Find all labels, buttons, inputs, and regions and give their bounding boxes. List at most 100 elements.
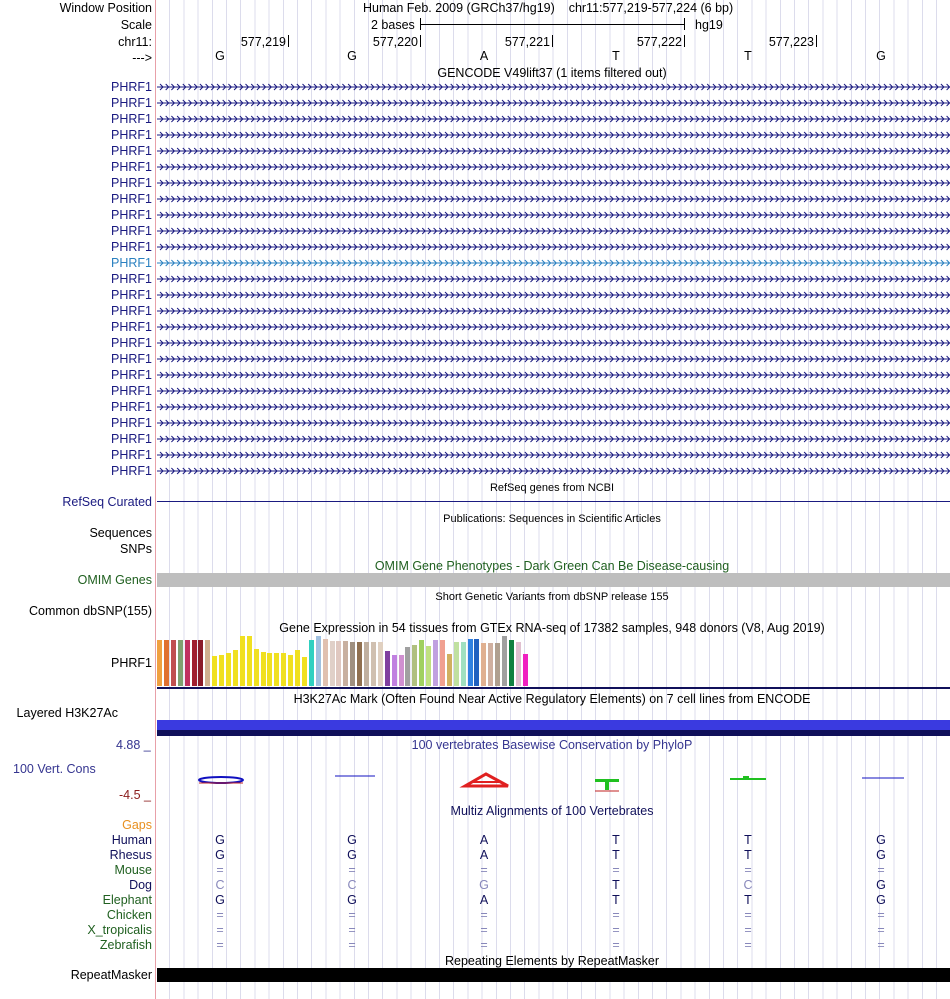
publications-label-sequences[interactable]: Sequences <box>89 526 152 540</box>
gtex-tissue-bar[interactable] <box>508 640 514 686</box>
gtex-tissue-bar[interactable] <box>336 641 342 686</box>
gene-model[interactable] <box>157 434 950 444</box>
gtex-tissue-bar[interactable] <box>419 640 425 686</box>
gtex-tissue-bar[interactable] <box>239 636 245 686</box>
species-label[interactable]: X_tropicalis <box>87 923 152 937</box>
gtex-tissue-bar[interactable] <box>350 642 356 686</box>
gtex-tissue-bar[interactable] <box>426 646 432 686</box>
gene-label[interactable]: PHRF1 <box>111 400 152 414</box>
gtex-tissue-bar[interactable] <box>481 643 487 686</box>
gtex-tissue-bar[interactable] <box>322 639 328 686</box>
gene-label[interactable]: PHRF1 <box>111 112 152 126</box>
repeatmasker-bar[interactable] <box>157 968 950 982</box>
gene-label[interactable]: PHRF1 <box>111 160 152 174</box>
gtex-tissue-bar[interactable] <box>495 643 501 686</box>
gene-label[interactable]: PHRF1 <box>111 448 152 462</box>
gaps-label[interactable]: Gaps <box>122 818 152 832</box>
gtex-tissue-bar[interactable] <box>191 640 197 686</box>
gene-model[interactable] <box>157 130 950 140</box>
gene-model[interactable] <box>157 386 950 396</box>
h3k27ac-signal[interactable] <box>157 720 950 730</box>
gene-label[interactable]: PHRF1 <box>111 432 152 446</box>
gene-label[interactable]: PHRF1 <box>111 256 152 270</box>
gene-label[interactable]: PHRF1 <box>111 336 152 350</box>
gene-label[interactable]: PHRF1 <box>111 304 152 318</box>
gtex-tissue-bar[interactable] <box>467 639 473 686</box>
gtex-tissue-bar[interactable] <box>260 652 266 686</box>
phylop-logos[interactable] <box>157 766 950 796</box>
gene-model[interactable] <box>157 402 950 412</box>
gtex-tissue-bar[interactable] <box>515 642 521 686</box>
gene-model[interactable] <box>157 178 950 188</box>
phylop-label[interactable]: 100 Vert. Cons <box>13 762 96 776</box>
gene-label[interactable]: PHRF1 <box>111 464 152 478</box>
gtex-tissue-bar[interactable] <box>246 636 252 686</box>
gtex-tissue-bar[interactable] <box>177 640 183 686</box>
gtex-tissue-bar[interactable] <box>433 640 438 686</box>
gtex-tissue-bar[interactable] <box>253 649 259 686</box>
gene-model[interactable] <box>157 242 950 252</box>
gene-model[interactable] <box>157 306 950 316</box>
gene-model[interactable] <box>157 258 950 268</box>
gtex-tissue-bar[interactable] <box>267 653 273 686</box>
gtex-tissue-bar[interactable] <box>384 651 390 686</box>
gtex-tissue-bar[interactable] <box>364 642 369 686</box>
gene-model[interactable] <box>157 210 950 220</box>
gene-label[interactable]: PHRF1 <box>111 224 152 238</box>
gtex-tissue-bar[interactable] <box>219 655 225 686</box>
gene-model[interactable] <box>157 370 950 380</box>
gtex-tissue-bar[interactable] <box>439 640 445 686</box>
gtex-tissue-bar[interactable] <box>398 655 404 686</box>
species-label[interactable]: Human <box>111 833 152 847</box>
gencode-title[interactable]: GENCODE V49lift37 (1 items filtered out) <box>437 66 667 80</box>
h3k27ac-label[interactable]: Layered H3K27Ac <box>16 706 118 720</box>
chrom-label[interactable]: chr11: <box>118 35 152 49</box>
gene-model[interactable] <box>157 418 950 428</box>
refseq-title[interactable]: RefSeq genes from NCBI <box>489 482 615 494</box>
gtex-tissue-bar[interactable] <box>301 657 307 686</box>
gtex-tissue-bar[interactable] <box>460 642 466 686</box>
gtex-tissue-bar[interactable] <box>308 640 314 686</box>
gene-model[interactable] <box>157 466 950 476</box>
gtex-title[interactable]: Gene Expression in 54 tissues from GTEx … <box>279 621 825 635</box>
publications-title[interactable]: Publications: Sequences in Scientific Ar… <box>443 513 661 525</box>
gene-model[interactable] <box>157 82 950 92</box>
refseq-line[interactable] <box>157 501 950 502</box>
gene-label[interactable]: PHRF1 <box>111 320 152 334</box>
gene-label[interactable]: PHRF1 <box>111 288 152 302</box>
window-position-label[interactable]: Window Position <box>59 1 152 15</box>
species-label[interactable]: Zebrafish <box>99 938 152 952</box>
dbsnp-title[interactable]: Short Genetic Variants from dbSNP releas… <box>435 591 669 603</box>
publications-label-snps[interactable]: SNPs <box>120 542 152 556</box>
gtex-tissue-bar[interactable] <box>170 640 176 686</box>
gene-label[interactable]: PHRF1 <box>111 176 152 190</box>
gtex-tissue-bar[interactable] <box>474 639 480 686</box>
strand-label[interactable]: ---> <box>132 51 152 65</box>
gene-model[interactable] <box>157 322 950 332</box>
gtex-tissue-bar[interactable] <box>281 653 287 686</box>
gtex-tissue-bar[interactable] <box>226 653 231 686</box>
gene-model[interactable] <box>157 354 950 364</box>
species-label[interactable]: Dog <box>129 878 152 892</box>
phylop-title[interactable]: 100 vertebrates Basewise Conservation by… <box>411 738 693 752</box>
gene-model[interactable] <box>157 146 950 156</box>
species-label[interactable]: Rhesus <box>109 848 152 862</box>
gtex-tissue-bar[interactable] <box>163 640 169 686</box>
gene-model[interactable] <box>157 450 950 460</box>
gene-label[interactable]: PHRF1 <box>111 352 152 366</box>
gtex-tissue-bar[interactable] <box>212 656 218 686</box>
gtex-tissue-bar[interactable] <box>488 643 494 686</box>
repeatmasker-label[interactable]: RepeatMasker <box>70 968 152 982</box>
repeatmasker-title[interactable]: Repeating Elements by RepeatMasker <box>444 954 660 968</box>
gtex-tissue-bar[interactable] <box>446 654 452 686</box>
gtex-tissue-bar[interactable] <box>453 642 459 686</box>
gtex-tissue-bar[interactable] <box>522 654 528 686</box>
gtex-tissue-bar[interactable] <box>412 645 418 686</box>
omim-label[interactable]: OMIM Genes <box>77 573 152 587</box>
species-label[interactable]: Mouse <box>114 863 152 877</box>
gtex-tissue-bar[interactable] <box>391 655 397 686</box>
gene-label[interactable]: PHRF1 <box>111 208 152 222</box>
gtex-tissue-bar[interactable] <box>405 647 411 686</box>
gene-label[interactable]: PHRF1 <box>111 240 152 254</box>
